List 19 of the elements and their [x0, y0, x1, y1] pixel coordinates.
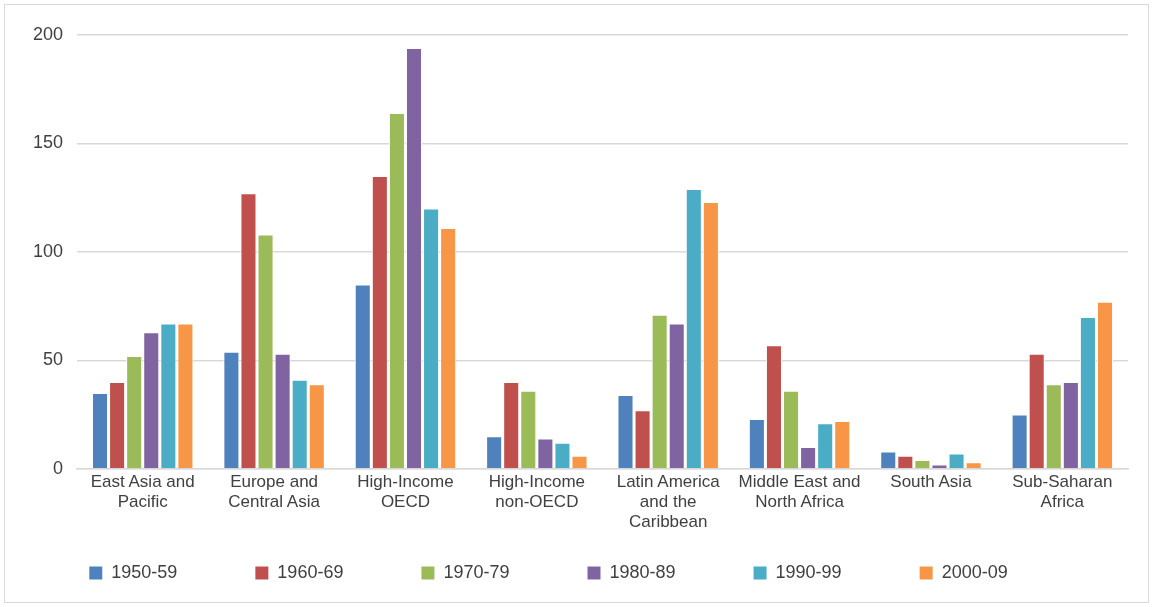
legend-label: 1970-79	[443, 561, 560, 582]
x-tick-label: Europe and Central Asia	[228, 471, 321, 512]
legend-label: 1990-99	[775, 561, 892, 582]
x-tick-label: Middle East and North Africa	[738, 471, 861, 512]
legend-label: 1980-89	[609, 561, 726, 582]
y-tick-label: 100	[32, 240, 64, 261]
x-tick-label: High-Income OECD	[357, 471, 454, 512]
y-tick-label: 50	[43, 349, 64, 370]
x-tick-label: South Asia	[890, 471, 973, 491]
legend-label: 1960-69	[277, 561, 394, 582]
x-tick-label: Latin America and the Caribbean	[616, 471, 721, 532]
x-tick-label: High-Income non-OECD	[488, 471, 586, 512]
y-tick-label: 150	[32, 132, 64, 153]
legend-label: 2000-09	[941, 561, 1058, 582]
y-tick-label: 0	[53, 457, 64, 478]
y-tick-label: 200	[32, 23, 64, 44]
legend-label: 1950-59	[111, 561, 228, 582]
x-tick-label: Sub-Saharan Africa	[1012, 471, 1113, 512]
x-tick-label: East Asia and Pacific	[90, 471, 195, 512]
